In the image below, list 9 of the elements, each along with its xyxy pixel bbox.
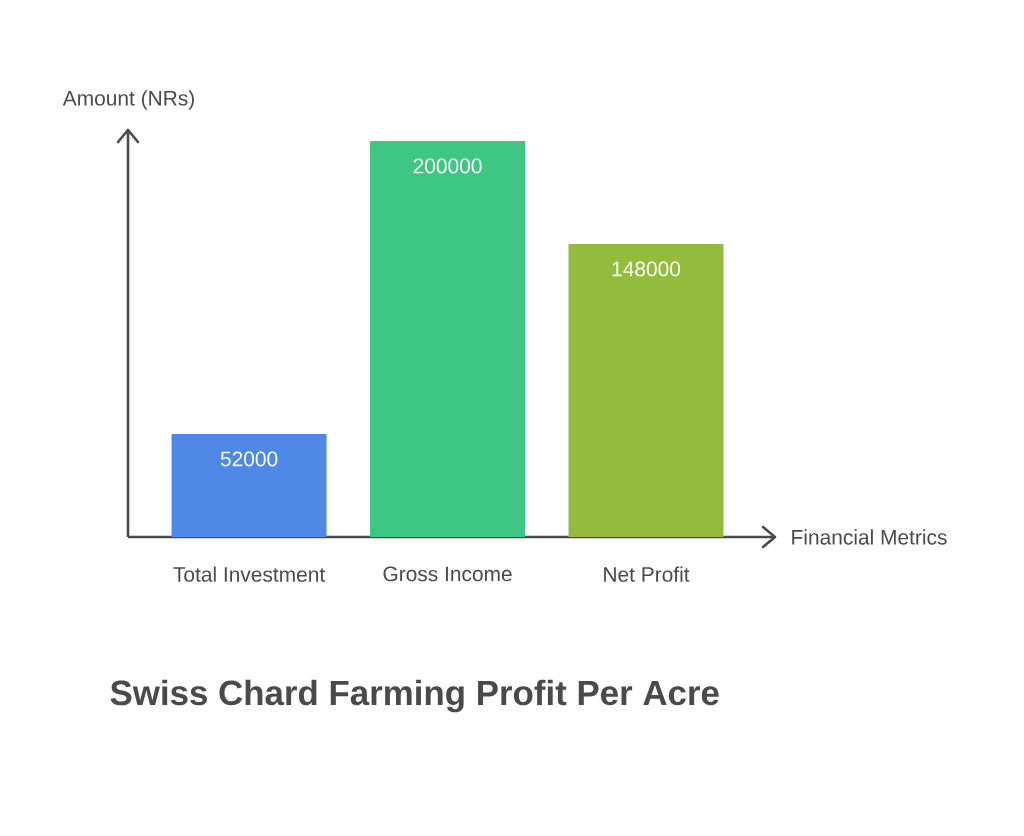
data-label: 200000 <box>413 158 482 174</box>
x-axis-title: Financial Metrics <box>792 529 947 545</box>
text: Swiss Chard Farming Profit Per Acre <box>110 679 719 713</box>
data-label: 52000 <box>220 451 278 467</box>
x-tick-label: Net Profit <box>604 566 690 582</box>
data-label: 148000 <box>612 261 681 277</box>
x-tick-label: Gross Income <box>383 566 512 582</box>
x-tick-label: Total Investment <box>173 566 326 582</box>
y-axis-title: Amount (NRs) <box>62 90 194 110</box>
